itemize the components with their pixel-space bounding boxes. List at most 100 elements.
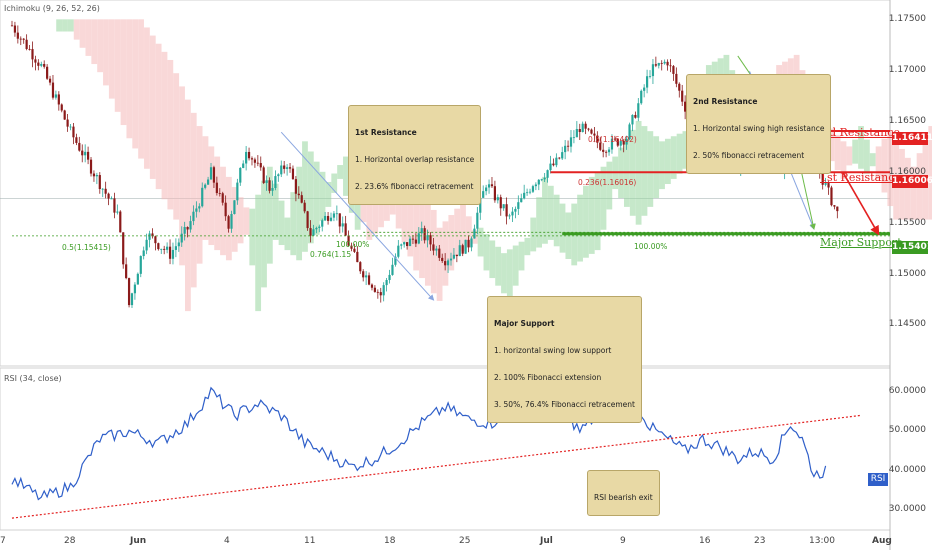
time-tick-label: 25 <box>459 536 471 546</box>
cloud-segment <box>530 217 537 252</box>
candle-body <box>684 101 687 112</box>
cloud-segment <box>319 171 326 221</box>
candle-body <box>581 123 584 133</box>
candle-body <box>218 193 221 194</box>
candle-body <box>48 78 52 83</box>
cloud-segment <box>553 194 560 247</box>
cloud-segment <box>243 207 250 235</box>
candle-body <box>613 138 616 140</box>
candle-body <box>326 215 330 221</box>
candle-body <box>157 243 160 250</box>
candle-body <box>397 245 400 257</box>
cloud-segment <box>653 136 660 198</box>
candle-body <box>584 123 587 129</box>
candle-body <box>830 187 833 206</box>
cloud-segment <box>56 19 63 32</box>
candle-body <box>230 214 233 229</box>
cloud-segment <box>62 19 68 32</box>
candle-body <box>139 256 142 274</box>
candle-body <box>651 64 655 77</box>
candle-body <box>34 59 37 63</box>
price-tick-label: 1.16000 <box>888 166 926 177</box>
cloud-segment <box>307 151 314 244</box>
candle-body <box>561 152 564 159</box>
candle-body <box>537 179 540 185</box>
candle-body <box>145 239 148 251</box>
candle-body <box>473 228 476 239</box>
cloud-segment <box>138 19 144 159</box>
cloud-segment <box>220 166 226 256</box>
candle-body <box>101 188 104 190</box>
rsi-title: RSI (34, close) <box>4 374 62 383</box>
candle-body <box>43 63 46 67</box>
cloud-segment <box>337 165 343 179</box>
time-tick-label: 11 <box>304 536 316 546</box>
cloud-segment <box>407 165 414 257</box>
rsi-tick-label: 40.0000 <box>888 464 926 475</box>
candle-body <box>575 129 578 138</box>
candle-body <box>268 180 271 191</box>
candle-body <box>10 25 14 27</box>
candle-body <box>426 235 429 241</box>
fib-label: 0.764(1.15 <box>310 250 352 259</box>
rsi-trendline <box>11 414 861 519</box>
cloud-segment <box>266 166 273 264</box>
time-tick-label: 28 <box>64 536 76 546</box>
candle-body <box>549 163 552 171</box>
candle-body <box>236 182 239 201</box>
cloud-segment <box>185 99 191 312</box>
candle-body <box>347 235 350 246</box>
candle-body <box>350 245 353 249</box>
cloud-segment <box>132 19 139 149</box>
candle-body <box>643 87 646 91</box>
time-tick-label: 13:00 <box>809 536 835 546</box>
note-line: 2. 50% fibonacci retracement <box>693 151 805 160</box>
candle-body <box>19 38 22 40</box>
candle-body <box>204 184 207 188</box>
candle-body <box>520 198 523 203</box>
candle-body <box>596 135 599 143</box>
note-line: 2. 23.6% fibonacci retracement <box>355 182 474 191</box>
rsi-line <box>11 377 827 501</box>
note-title: 1st Resistance <box>355 128 417 137</box>
candle-body <box>338 213 341 227</box>
resistance2-price-tag: 1.16411 <box>892 132 932 145</box>
cloud-segment <box>577 194 583 262</box>
candle-body <box>485 187 488 192</box>
candle-body <box>201 187 204 207</box>
candle-body <box>625 139 628 145</box>
cloud-segment <box>161 51 168 200</box>
candle-body <box>280 165 283 175</box>
time-tick-label: 23 <box>754 536 766 546</box>
candle-body <box>259 163 262 168</box>
candle-body <box>423 228 426 241</box>
candle-body <box>406 242 409 247</box>
cloud-segment <box>536 197 542 248</box>
candle-body <box>552 163 555 166</box>
candle-body <box>660 62 663 64</box>
candle-body <box>245 151 248 164</box>
candle-body <box>81 150 84 156</box>
cloud-segment <box>501 253 507 294</box>
cloud-segment <box>284 217 291 251</box>
candle-body <box>92 173 96 177</box>
candle-body <box>394 256 397 265</box>
cloud-segment <box>190 112 197 288</box>
candle-body <box>461 245 464 254</box>
cloud-segment <box>600 166 607 230</box>
candle-body <box>215 182 218 194</box>
cloud-segment <box>583 185 589 258</box>
candle-body <box>324 215 327 221</box>
candle-body <box>271 188 274 191</box>
candle-body <box>528 191 532 193</box>
cloud-segment <box>103 19 109 86</box>
cloud-segment <box>858 126 864 169</box>
note-line: 2. 100% Fibonacci extension <box>494 373 602 382</box>
fib-label: 100.00% <box>634 242 668 251</box>
candle-body <box>493 186 496 201</box>
cloud-segment <box>887 131 894 207</box>
candle-body <box>511 211 514 216</box>
cloud-segment <box>231 187 238 252</box>
candle-body <box>449 258 453 261</box>
note-title: Major Support <box>494 319 555 328</box>
